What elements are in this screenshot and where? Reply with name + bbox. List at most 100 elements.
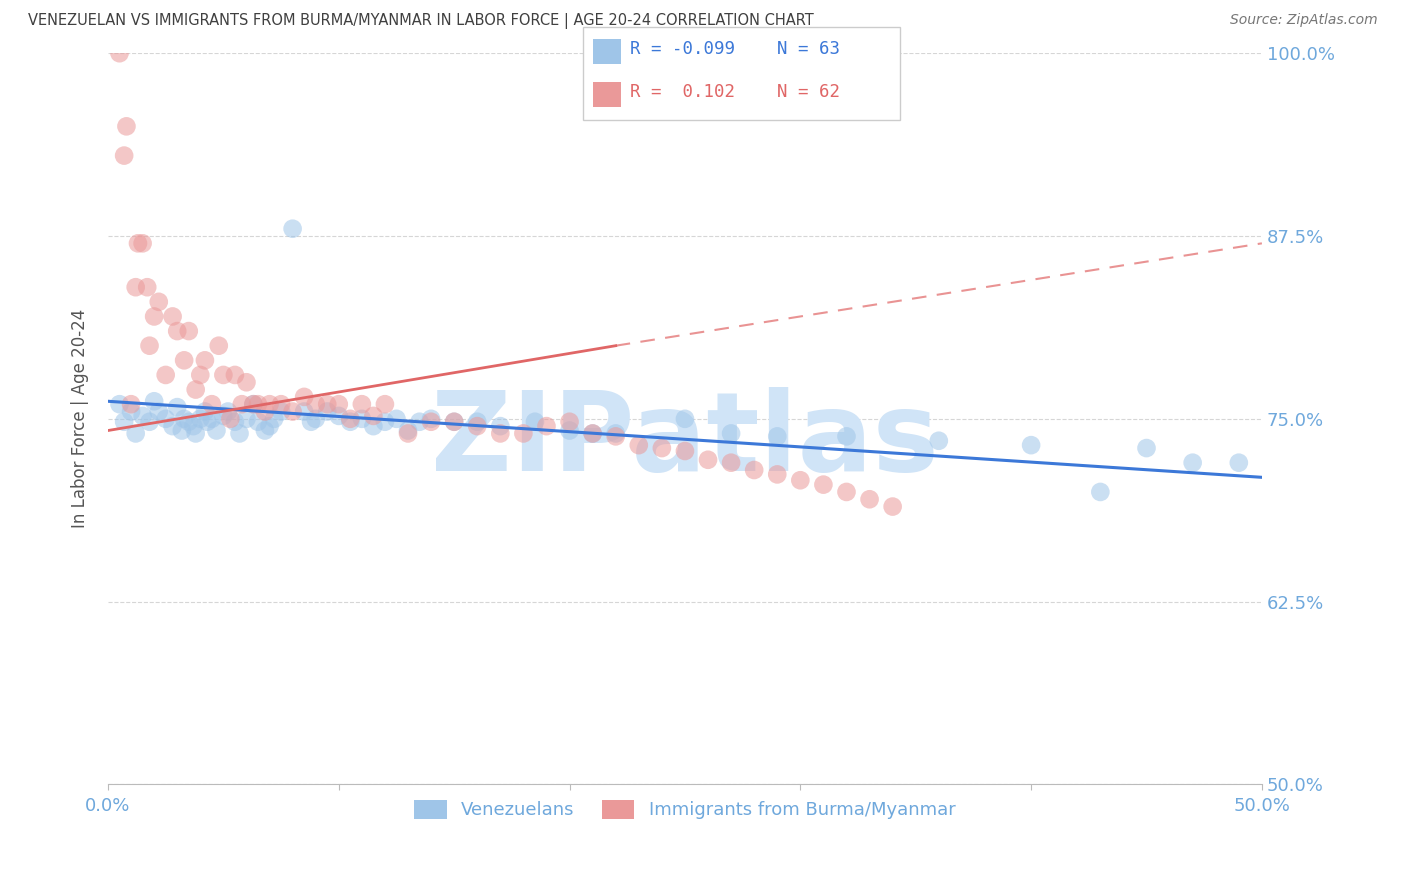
Point [305,412,328,426]
Point [339,412,361,426]
Point [219,412,242,426]
Point [131,236,153,251]
Point [316,404,339,418]
Point [928,434,950,448]
Point [742,463,765,477]
Point [339,415,361,429]
Point [443,415,465,429]
Point [170,424,193,438]
Point [208,339,231,353]
Point [143,394,166,409]
Point [582,426,605,441]
Point [212,368,235,382]
Point [177,415,200,429]
Point [363,409,385,423]
Point [246,415,269,429]
Point [235,412,257,426]
Point [138,339,160,353]
Point [363,419,385,434]
Point [582,426,605,441]
Point [766,467,789,482]
Point [1227,456,1250,470]
Point [120,397,142,411]
Point [148,294,170,309]
Point [396,424,419,438]
Point [281,404,304,418]
Point [136,280,159,294]
Point [112,415,135,429]
Point [205,424,228,438]
Point [188,368,211,382]
Point [489,426,512,441]
Point [465,415,488,429]
Point [143,310,166,324]
Point [882,500,904,514]
Point [183,419,205,434]
Point [1090,485,1112,500]
Point [673,444,696,458]
Point [374,397,396,411]
Y-axis label: In Labor Force | Age 20-24: In Labor Force | Age 20-24 [72,310,89,528]
Point [108,46,131,61]
Point [835,429,858,443]
Point [328,409,350,423]
Text: Source: ZipAtlas.com: Source: ZipAtlas.com [1230,13,1378,28]
Point [1181,456,1204,470]
Point [673,412,696,426]
Point [328,397,350,411]
Point [253,424,276,438]
Point [217,404,239,418]
Point [605,426,627,441]
Point [212,409,235,423]
Text: R = -0.099    N = 63: R = -0.099 N = 63 [630,40,839,58]
Point [166,400,188,414]
Point [138,415,160,429]
Point [201,412,224,426]
Point [558,415,581,429]
Point [162,310,184,324]
Point [443,415,465,429]
Point [835,485,858,500]
Point [766,429,789,443]
Point [813,477,835,491]
Point [162,419,184,434]
Point [374,415,396,429]
Point [292,390,315,404]
Point [228,426,250,441]
Point [231,397,253,411]
Point [408,415,430,429]
Point [420,415,443,429]
Point [605,429,627,443]
Point [420,412,443,426]
Point [131,409,153,423]
Point [188,412,211,426]
Point [259,397,281,411]
Point [155,412,177,426]
Point [263,412,285,426]
Point [627,438,650,452]
Point [858,492,880,507]
Point [350,412,373,426]
Point [242,397,264,411]
Point [292,404,315,418]
Point [173,412,195,426]
Point [195,415,218,429]
Point [224,415,246,429]
Point [512,426,534,441]
Text: ZIPatlas: ZIPatlas [432,387,939,494]
Point [385,412,408,426]
Point [155,368,177,382]
Text: VENEZUELAN VS IMMIGRANTS FROM BURMA/MYANMAR IN LABOR FORCE | AGE 20-24 CORRELATI: VENEZUELAN VS IMMIGRANTS FROM BURMA/MYAN… [28,13,814,29]
Point [125,426,148,441]
Point [115,120,138,134]
Point [253,404,276,418]
Point [697,452,720,467]
Point [1019,438,1042,452]
Point [246,397,269,411]
Point [299,415,322,429]
Point [305,397,328,411]
Point [789,473,811,487]
Point [201,397,224,411]
Point [350,397,373,411]
Point [194,404,217,418]
